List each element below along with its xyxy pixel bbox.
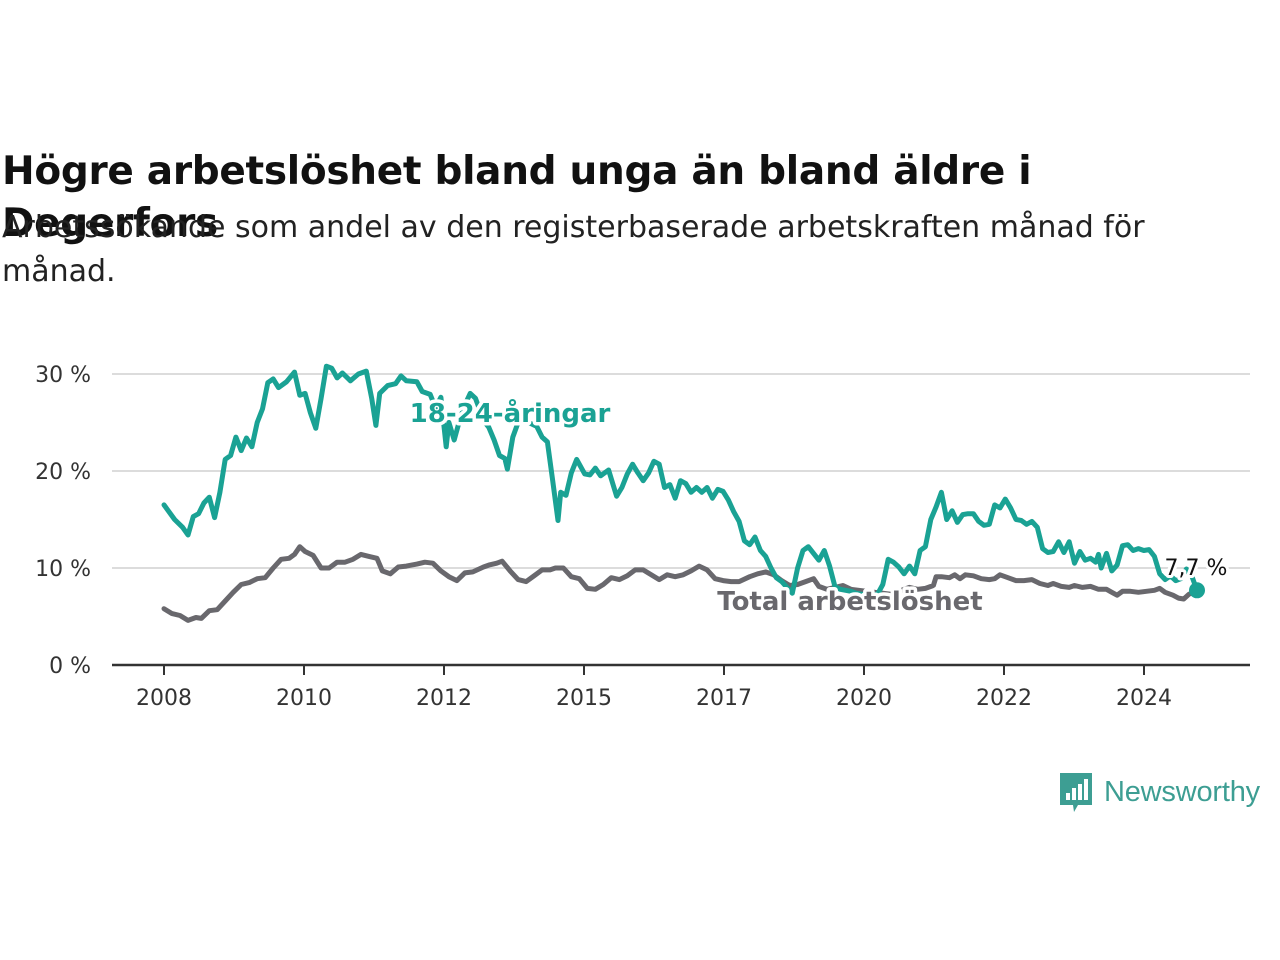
- bar-chart-speech-bubble-icon: [1060, 773, 1092, 812]
- grid-lines: [112, 373, 1250, 569]
- y-tick-label: 30 %: [35, 363, 91, 388]
- y-tick-label: 0 %: [49, 654, 91, 679]
- x-axis-ticks: 2008 2010 2012 2015 2017 2020 2022 2024: [136, 665, 1172, 711]
- x-tick-label: 2022: [976, 686, 1032, 711]
- series-label-total: Total arbetslöshet: [717, 587, 982, 617]
- series-label-youth-halo: 18-24-åringar: [410, 397, 611, 429]
- series-label-youth: 18-24-åringar: [410, 397, 611, 429]
- chart-title: Högre arbetslöshet bland unga än bland ä…: [2, 149, 1032, 246]
- series-line: [161, 544, 1200, 623]
- x-tick-label: 2020: [836, 686, 892, 711]
- y-axis-ticks: 0 % 10 % 20 % 30 %: [35, 363, 91, 679]
- y-tick-label: 20 %: [35, 460, 91, 485]
- line-chart: 0 % 10 % 20 % 30 % 2008 2010 2012 2015 2017 2020…: [35, 363, 1250, 711]
- chart-subtitle: Arbetssökande som andel av den registerb…: [2, 210, 1145, 289]
- newsworthy-logo: Newsworthy: [1058, 770, 1260, 814]
- x-tick-label: 2015: [556, 686, 612, 711]
- series-label-total-halo: Total arbetslöshet: [717, 587, 982, 617]
- end-value-label-halo: 7,7 %: [1165, 556, 1228, 581]
- end-value-label: 7,7 %: [1165, 556, 1228, 581]
- series-lines: [161, 363, 1205, 623]
- x-tick-label: 2012: [416, 686, 472, 711]
- x-tick-label: 2017: [696, 686, 752, 711]
- series-end-marker: [1189, 582, 1205, 599]
- y-tick-label: 10 %: [35, 557, 91, 582]
- brand-name: Newsworthy: [1104, 775, 1260, 808]
- x-tick-label: 2008: [136, 686, 192, 711]
- series-line: [161, 363, 1200, 598]
- x-tick-label: 2010: [276, 686, 332, 711]
- x-tick-label: 2024: [1116, 686, 1172, 711]
